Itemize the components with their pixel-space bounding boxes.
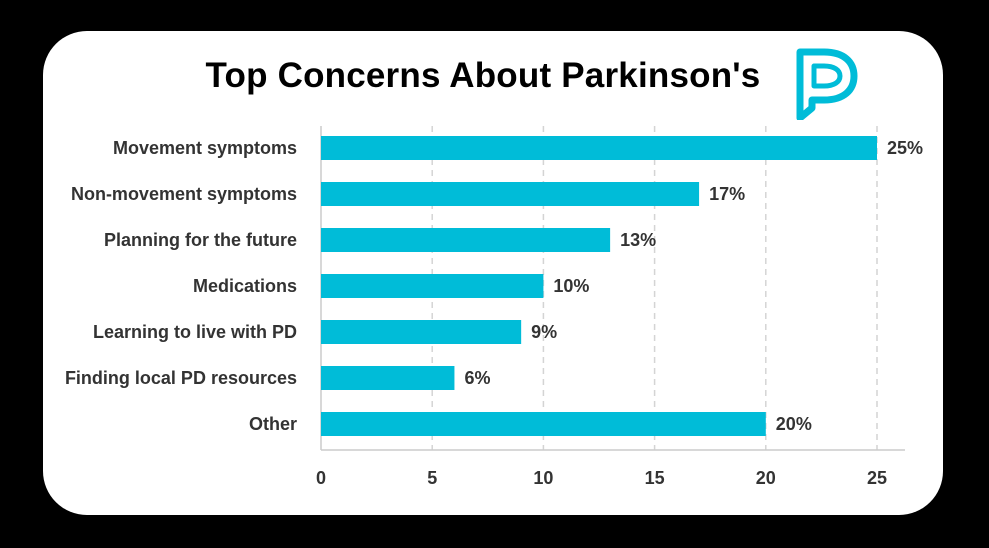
category-label: Planning for the future <box>104 230 297 250</box>
grid-layer <box>431 126 878 450</box>
category-label: Finding local PD resources <box>65 368 297 388</box>
category-label: Movement symptoms <box>113 138 297 158</box>
category-label: Learning to live with PD <box>93 322 297 342</box>
value-label: 17% <box>709 184 745 204</box>
bar <box>321 274 544 298</box>
value-label: 9% <box>531 322 557 342</box>
x-tick-label: 10 <box>533 468 553 488</box>
category-label: Medications <box>193 276 297 296</box>
x-tick-label: 20 <box>756 468 776 488</box>
x-tick-label: 0 <box>316 468 326 488</box>
category-label: Other <box>249 414 297 434</box>
value-label: 13% <box>620 230 656 250</box>
bar <box>321 136 877 160</box>
bar <box>321 412 766 436</box>
bar <box>321 366 455 390</box>
bar <box>321 228 611 252</box>
labels-layer: 0 5 10 15 20 25 Movement symptoms 25% Non-moveme… <box>65 138 923 488</box>
value-label: 10% <box>553 276 589 296</box>
category-label: Non-movement symptoms <box>71 184 297 204</box>
x-tick-label: 15 <box>645 468 665 488</box>
bars-layer <box>321 136 877 436</box>
x-tick-label: 25 <box>867 468 887 488</box>
value-label: 20% <box>776 414 812 434</box>
bar <box>321 320 522 344</box>
value-label: 25% <box>887 138 923 158</box>
x-tick-label: 5 <box>427 468 437 488</box>
chart-title: Top Concerns About Parkinson's <box>205 56 761 95</box>
parkinsons-p-logo-icon <box>796 48 858 120</box>
value-label: 6% <box>464 368 490 388</box>
bar <box>321 182 700 206</box>
